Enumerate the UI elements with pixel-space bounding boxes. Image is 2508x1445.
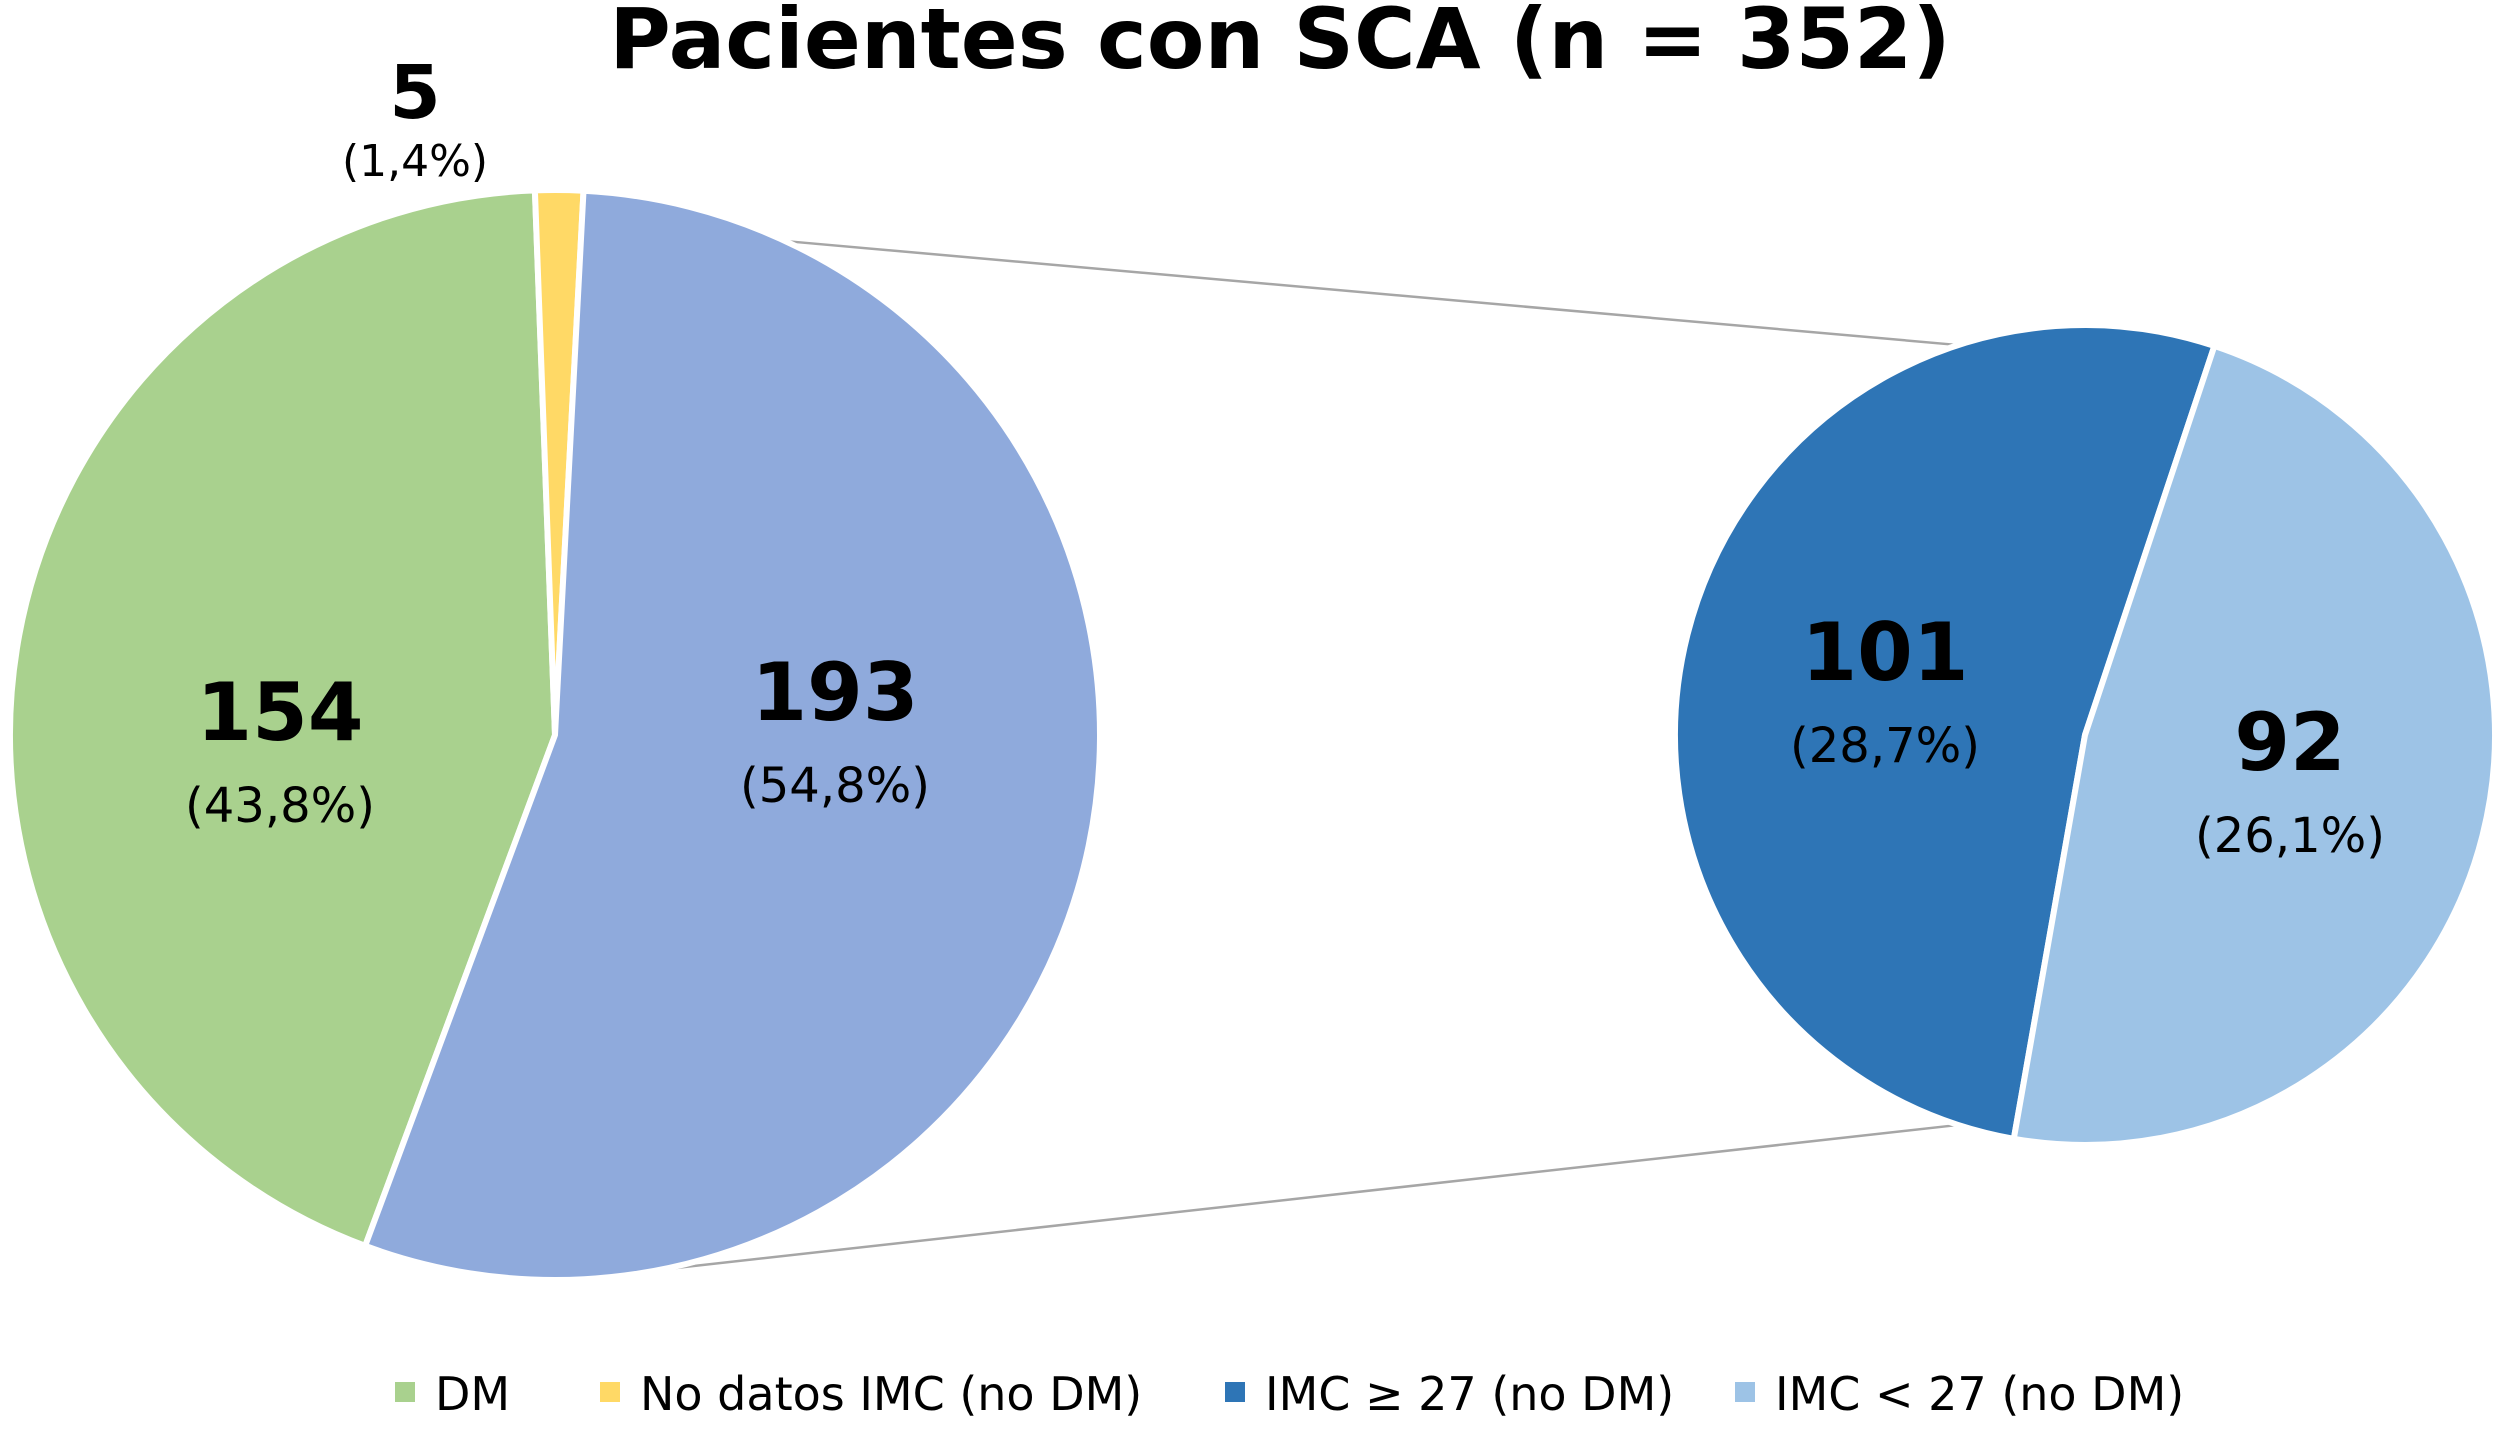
legend-item-dm: DM	[395, 1367, 510, 1421]
label-value-imc-ge-27-no-dm: 101	[1802, 606, 1969, 699]
legend: DM No datos IMC (no DM) IMC ≥ 27 (no DM) IM…	[395, 1367, 2184, 1421]
legend-swatch-imc-ge-27-no-dm	[1225, 1382, 1245, 1402]
label-percent-no-datos-imc-no-dm: (1,4%)	[342, 136, 488, 187]
legend-swatch-no-datos-imc-no-dm	[600, 1382, 620, 1402]
label-value-no-datos-imc-no-dm: 5	[389, 50, 441, 136]
label-percent-imc-lt-27-no-dm: (26,1%)	[2195, 808, 2385, 864]
legend-label-imc-ge-27-no-dm: IMC ≥ 27 (no DM)	[1265, 1367, 1674, 1421]
label-percent-imc-ge-27-no-dm: (28,7%)	[1790, 718, 1980, 774]
slice-imc-lt-27-no-dm	[2010, 342, 2498, 1148]
legend-item-imc-lt-27-no-dm: IMC < 27 (no DM)	[1735, 1367, 2184, 1421]
sub-pie-labels: 101 (28,7%) 92 (26,1%)	[1790, 606, 2385, 864]
label-percent-dm: (43,8%)	[185, 778, 375, 834]
connector-lines	[570, 239, 1959, 1282]
legend-item-no-datos-imc-no-dm: No datos IMC (no DM)	[600, 1367, 1142, 1421]
slice-dm	[7, 187, 558, 1249]
legend-swatch-dm	[395, 1382, 415, 1402]
main-pie-labels: 154 (43,8%) 5(1,4%) 193 (54,8%)	[185, 50, 930, 834]
label-value-dm: 154	[197, 666, 364, 759]
legend-label-dm: DM	[435, 1367, 510, 1421]
legend-label-no-datos-imc-no-dm: No datos IMC (no DM)	[640, 1367, 1142, 1421]
legend-item-imc-ge-27-no-dm: IMC ≥ 27 (no DM)	[1225, 1367, 1674, 1421]
sub-pie	[1671, 322, 2498, 1148]
label-value-pacientes-sin-dm-con-imc: 193	[752, 646, 919, 739]
legend-label-imc-lt-27-no-dm: IMC < 27 (no DM)	[1775, 1367, 2184, 1421]
label-percent-pacientes-sin-dm-con-imc: (54,8%)	[740, 758, 930, 814]
main-pie	[7, 187, 1103, 1284]
legend-swatch-imc-lt-27-no-dm	[1735, 1382, 1755, 1402]
label-value-imc-lt-27-no-dm: 92	[2234, 696, 2345, 789]
connector-line-top	[785, 239, 1959, 347]
slice-pacientes-sin-dm-con-imc	[362, 187, 1103, 1284]
chart-title: Pacientes con SCA (n = 352)	[609, 0, 1950, 88]
connector-line-bottom	[570, 1123, 1959, 1282]
slice-imc-ge-27-no-dm	[1671, 322, 2218, 1142]
